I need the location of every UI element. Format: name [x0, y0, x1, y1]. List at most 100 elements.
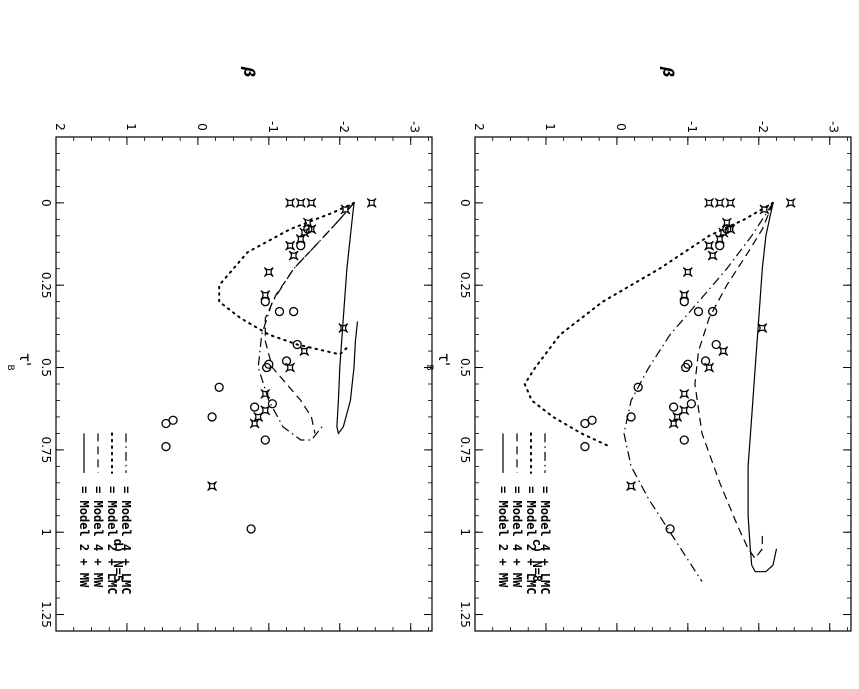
- legend-label: = Model 2 + MW: [496, 486, 510, 588]
- legend-label: = Model 2 + LMC: [524, 486, 538, 594]
- legend-label: = Model 2 + LMC: [105, 486, 119, 594]
- panel-title: c) N=8: [530, 539, 544, 582]
- data-point-circle: [267, 399, 278, 409]
- data-point-star: [306, 224, 317, 235]
- data-point-star: [340, 204, 351, 215]
- data-point-star: [306, 197, 317, 208]
- data-point-star: [679, 290, 690, 301]
- data-point-star: [263, 267, 274, 277]
- curve-dotted: [523, 201, 774, 448]
- data-point-circle: [207, 412, 217, 422]
- curve-dashed: [264, 202, 355, 434]
- tau-tick-label: 0.5: [39, 358, 53, 377]
- data-point-star: [725, 224, 736, 235]
- data-point-star: [714, 197, 725, 208]
- curve-dashdot: [623, 202, 774, 582]
- data-point-star: [285, 197, 296, 208]
- data-point-circle: [281, 356, 292, 366]
- data-point-circle: [246, 524, 256, 534]
- data-point-circle: [161, 418, 171, 429]
- data-point-star: [707, 250, 718, 261]
- data-point-star: [682, 267, 693, 277]
- beta-tick-label: -1: [266, 121, 280, 133]
- curve-solid: [747, 202, 778, 573]
- curve-dashdot: [257, 202, 355, 441]
- data-point-star: [714, 234, 725, 245]
- beta-tick-label: -3: [827, 121, 841, 133]
- legend-label: = Model 4 + MW: [91, 486, 105, 588]
- beta-tick-label: 2: [53, 123, 67, 131]
- tau-tick-label: 0: [458, 199, 472, 207]
- data-point-circle: [296, 241, 306, 251]
- data-point-star: [285, 362, 296, 373]
- data-point-circle: [715, 241, 725, 251]
- data-point-circle: [274, 306, 285, 317]
- tau-tick-label: 0.75: [458, 437, 472, 464]
- data-point-star: [757, 323, 768, 333]
- data-point-star: [718, 346, 729, 357]
- data-point-star: [668, 418, 679, 429]
- tau-tick-label: 1.25: [39, 601, 53, 628]
- tau-axis-subscript: B: [5, 364, 15, 370]
- data-point-star: [704, 362, 715, 373]
- data-point-star: [260, 290, 271, 301]
- beta-tick-label: 0: [195, 123, 209, 131]
- data-point-star: [207, 481, 218, 492]
- legend-label: = Model 2 + MW: [77, 486, 91, 588]
- data-point-star: [759, 204, 770, 215]
- tau-tick-label: 0.5: [458, 358, 472, 377]
- data-point-star: [285, 240, 296, 251]
- data-point-star: [299, 346, 310, 357]
- data-point-circle: [711, 339, 721, 350]
- data-point-circle: [260, 435, 270, 445]
- data-point-circle: [693, 306, 704, 317]
- data-point-star: [253, 411, 264, 422]
- tau-tick-label: 0.25: [39, 272, 53, 299]
- legend-label: = Model 4 + MW: [510, 486, 524, 588]
- beta-tick-label: 0: [614, 123, 628, 131]
- curve-dotted: [218, 201, 355, 356]
- data-point-star: [260, 388, 271, 399]
- data-point-circle: [580, 418, 590, 429]
- legend-label: = Model 4 + LMC: [119, 486, 133, 594]
- legend-label: = Model 4 + LMC: [538, 486, 552, 594]
- beta-tick-label: -2: [756, 121, 770, 133]
- data-point-circle: [580, 441, 590, 452]
- beta-axis-label: β: [659, 66, 677, 78]
- data-point-circle: [722, 224, 732, 234]
- data-point-star: [704, 240, 715, 251]
- data-point-star: [785, 197, 796, 208]
- beta-axis-label: β: [240, 66, 258, 78]
- data-point-star: [626, 481, 637, 492]
- data-point-circle: [665, 524, 675, 534]
- curve-dashed: [694, 202, 774, 560]
- data-point-circle: [303, 224, 313, 234]
- data-point-star: [725, 197, 736, 208]
- data-point-star: [295, 234, 306, 245]
- data-point-circle: [679, 297, 689, 307]
- tau-tick-label: 1.25: [458, 601, 472, 628]
- data-point-circle: [262, 362, 272, 373]
- data-point-star: [704, 197, 715, 208]
- data-point-circle: [260, 297, 270, 307]
- beta-tick-label: 2: [472, 123, 486, 131]
- data-point-circle: [214, 382, 224, 392]
- data-point-star: [366, 197, 377, 208]
- data-point-star: [338, 323, 349, 333]
- data-point-circle: [633, 382, 643, 392]
- data-point-circle: [681, 362, 691, 373]
- data-point-circle: [668, 402, 679, 412]
- data-point-star: [288, 250, 299, 261]
- data-point-star: [295, 197, 306, 208]
- tau-axis-label: τ': [435, 353, 453, 366]
- tau-axis-label: τ': [16, 353, 34, 366]
- data-point-circle: [679, 435, 689, 445]
- beta-tick-label: 1: [124, 123, 138, 131]
- data-point-circle: [708, 306, 718, 317]
- data-point-circle: [289, 306, 299, 317]
- tau-tick-label: 1: [39, 528, 53, 536]
- data-point-circle: [686, 399, 697, 409]
- tau-tick-label: 0.75: [39, 437, 53, 464]
